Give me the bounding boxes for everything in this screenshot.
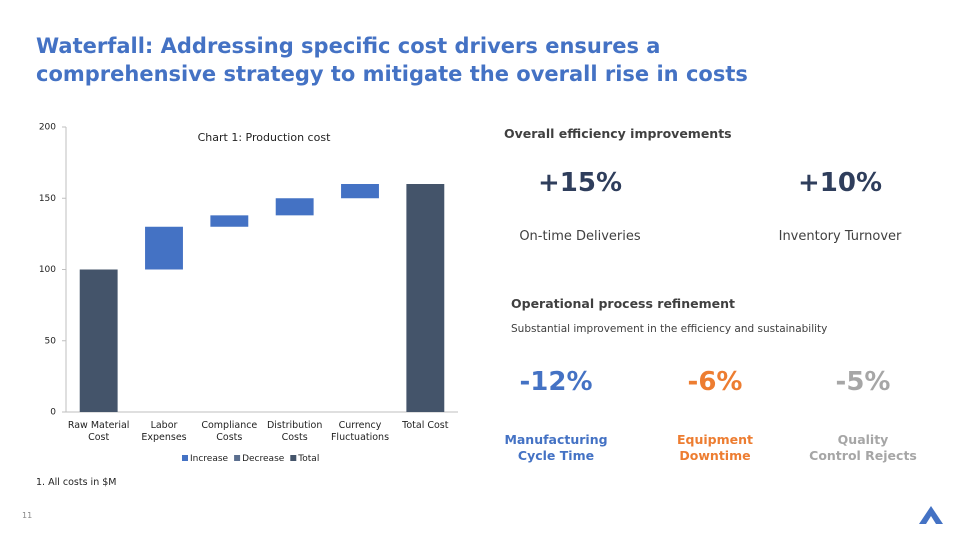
section-heading: Operational process refinement — [511, 296, 735, 311]
page-number: 11 — [22, 511, 33, 520]
kpi-label: Quality Control Rejects — [809, 432, 917, 463]
kpi-value: +10% — [797, 168, 883, 198]
bar — [275, 198, 314, 216]
kpi-value: +15% — [537, 168, 623, 198]
logo — [919, 506, 943, 524]
x-tick-label: Distribution Costs — [266, 420, 323, 443]
kpi-label: Equipment Downtime — [677, 432, 753, 463]
x-tick-label: Currency Fluctuations — [330, 420, 390, 443]
footnote: 1. All costs in $M — [36, 477, 117, 488]
y-tick-label: 50 — [45, 336, 57, 346]
legend-swatch — [182, 455, 188, 461]
kpi-value: -6% — [687, 367, 743, 397]
x-tick-label: Compliance Costs — [201, 420, 258, 443]
bar — [210, 215, 249, 227]
y-tick-label: 100 — [39, 265, 56, 275]
legend-label: Total — [297, 454, 319, 464]
bar — [341, 184, 379, 199]
legend-swatch — [290, 455, 297, 461]
legend-swatch — [234, 455, 241, 461]
slide-title: Waterfall: Addressing specific cost driv… — [36, 34, 748, 86]
kpi-label: Manufacturing Cycle Time — [504, 432, 608, 463]
kpi-label: Inventory Turnover — [778, 229, 902, 244]
section-subheading: Substantial improvement in the efficienc… — [511, 323, 828, 335]
kpi-value: -5% — [835, 367, 891, 397]
legend-label: Increase — [190, 454, 229, 464]
y-tick-label: 150 — [39, 194, 56, 204]
kpi-label: On-time Deliveries — [519, 229, 641, 244]
y-tick-label: 200 — [39, 123, 56, 133]
kpi-value: -12% — [519, 367, 593, 397]
x-tick-label: Labor Expenses — [141, 420, 187, 443]
bar — [145, 226, 183, 270]
legend-label: Decrease — [242, 454, 285, 464]
chart-title: Chart 1: Production cost — [198, 131, 331, 144]
bar — [406, 184, 445, 412]
x-tick-label: Raw Material Cost — [67, 420, 130, 443]
section-heading: Overall efficiency improvements — [504, 126, 732, 141]
bar — [79, 269, 118, 412]
x-tick-label: Total Cost — [402, 420, 449, 431]
y-tick-label: 0 — [50, 408, 56, 418]
